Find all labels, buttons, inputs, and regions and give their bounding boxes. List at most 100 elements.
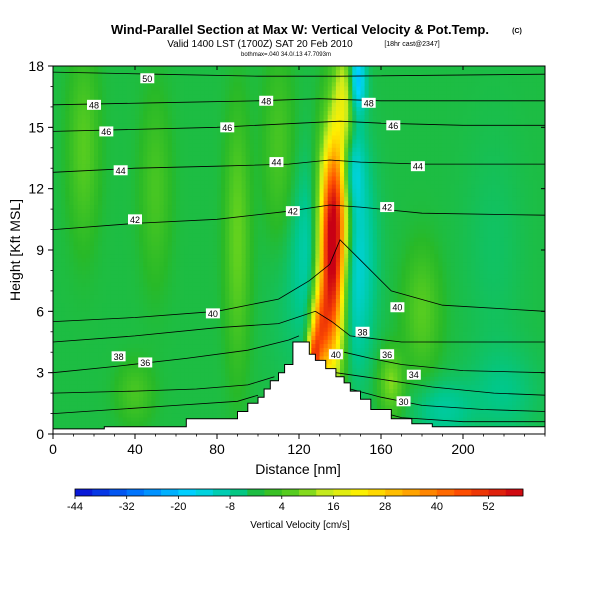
velocity-cell xyxy=(53,262,58,267)
velocity-cell xyxy=(118,213,124,218)
velocity-cell xyxy=(274,188,280,194)
velocity-cell xyxy=(278,86,284,92)
velocity-cell xyxy=(266,155,271,161)
velocity-cell xyxy=(69,147,75,153)
velocity-cell xyxy=(217,368,222,374)
velocity-cell xyxy=(167,282,173,288)
velocity-cell xyxy=(53,225,58,231)
velocity-cell xyxy=(126,135,132,141)
velocity-cell xyxy=(196,397,202,402)
velocity-cell xyxy=(176,368,181,374)
velocity-cell xyxy=(274,262,280,267)
velocity-cell xyxy=(270,344,275,349)
velocity-cell xyxy=(200,311,206,317)
velocity-cell xyxy=(53,384,58,390)
velocity-cell xyxy=(233,147,239,153)
velocity-cell xyxy=(57,233,62,239)
velocity-cell xyxy=(200,327,206,333)
velocity-cell xyxy=(184,115,189,120)
velocity-cell xyxy=(192,389,198,394)
velocity-cell xyxy=(106,119,111,124)
velocity-cell xyxy=(114,184,120,190)
velocity-cell xyxy=(57,225,62,231)
velocity-cell xyxy=(266,303,271,308)
velocity-cell xyxy=(159,250,165,255)
velocity-cell xyxy=(126,344,132,349)
velocity-cell xyxy=(245,86,251,92)
velocity-cell xyxy=(155,311,161,317)
velocity-cell xyxy=(278,94,284,100)
velocity-cell xyxy=(61,225,66,231)
velocity-cell xyxy=(102,217,107,222)
velocity-cell xyxy=(110,413,116,419)
velocity-cell xyxy=(212,225,218,231)
velocity-cell xyxy=(229,180,234,186)
velocity-cell xyxy=(171,356,177,361)
velocity-cell xyxy=(98,368,103,374)
velocity-cell xyxy=(167,335,173,341)
velocity-cell xyxy=(130,192,136,198)
velocity-cell xyxy=(188,155,193,161)
velocity-cell xyxy=(77,311,83,317)
velocity-cell xyxy=(147,225,152,231)
velocity-cell xyxy=(171,405,177,411)
velocity-cell xyxy=(233,380,239,386)
velocity-cell xyxy=(94,401,99,406)
velocity-cell xyxy=(110,274,116,280)
velocity-cell xyxy=(69,335,75,341)
velocity-cell xyxy=(53,380,58,386)
velocity-cell xyxy=(143,192,148,198)
velocity-cell xyxy=(274,225,280,231)
velocity-cell xyxy=(262,200,267,206)
velocity-cell xyxy=(114,348,120,353)
velocity-cell xyxy=(274,372,280,378)
velocity-cell xyxy=(196,172,202,177)
velocity-cell xyxy=(266,233,271,239)
velocity-cell xyxy=(73,164,79,169)
velocity-cell xyxy=(188,376,193,382)
velocity-cell xyxy=(135,115,140,120)
velocity-cell xyxy=(159,409,165,415)
velocity-cell xyxy=(61,360,66,366)
velocity-cell xyxy=(130,372,136,378)
velocity-cell xyxy=(53,172,58,177)
velocity-cell xyxy=(208,188,214,194)
velocity-cell xyxy=(208,237,214,243)
velocity-cell xyxy=(266,319,271,325)
velocity-cell xyxy=(98,266,103,272)
velocity-cell xyxy=(163,233,169,239)
velocity-cell xyxy=(171,421,177,427)
velocity-cell xyxy=(155,278,161,284)
velocity-cell xyxy=(200,258,206,263)
velocity-cell xyxy=(274,229,280,235)
velocity-cell xyxy=(163,102,169,108)
velocity-cell xyxy=(57,299,62,304)
velocity-cell xyxy=(57,405,62,411)
velocity-cell xyxy=(110,344,116,349)
velocity-cell xyxy=(221,98,226,104)
velocity-cell xyxy=(106,82,111,88)
velocity-cell xyxy=(270,131,275,137)
velocity-cell xyxy=(253,139,259,145)
velocity-cell xyxy=(139,254,144,259)
velocity-cell xyxy=(237,205,243,210)
velocity-cell xyxy=(208,205,214,210)
velocity-cell xyxy=(270,151,275,157)
velocity-cell xyxy=(171,389,177,394)
velocity-cell xyxy=(106,376,111,382)
velocity-cell xyxy=(208,180,214,186)
velocity-cell xyxy=(122,217,128,222)
velocity-cell xyxy=(77,184,83,190)
velocity-cell xyxy=(229,164,234,169)
velocity-cell xyxy=(196,254,202,259)
velocity-cell xyxy=(73,147,79,153)
velocity-cell xyxy=(135,119,140,124)
velocity-cell xyxy=(147,172,152,177)
velocity-cell xyxy=(57,393,62,398)
velocity-cell xyxy=(65,110,70,116)
velocity-cell xyxy=(184,164,189,169)
velocity-cell xyxy=(167,237,173,243)
velocity-cell xyxy=(188,143,193,149)
velocity-cell xyxy=(208,98,214,104)
velocity-cell xyxy=(237,254,243,259)
